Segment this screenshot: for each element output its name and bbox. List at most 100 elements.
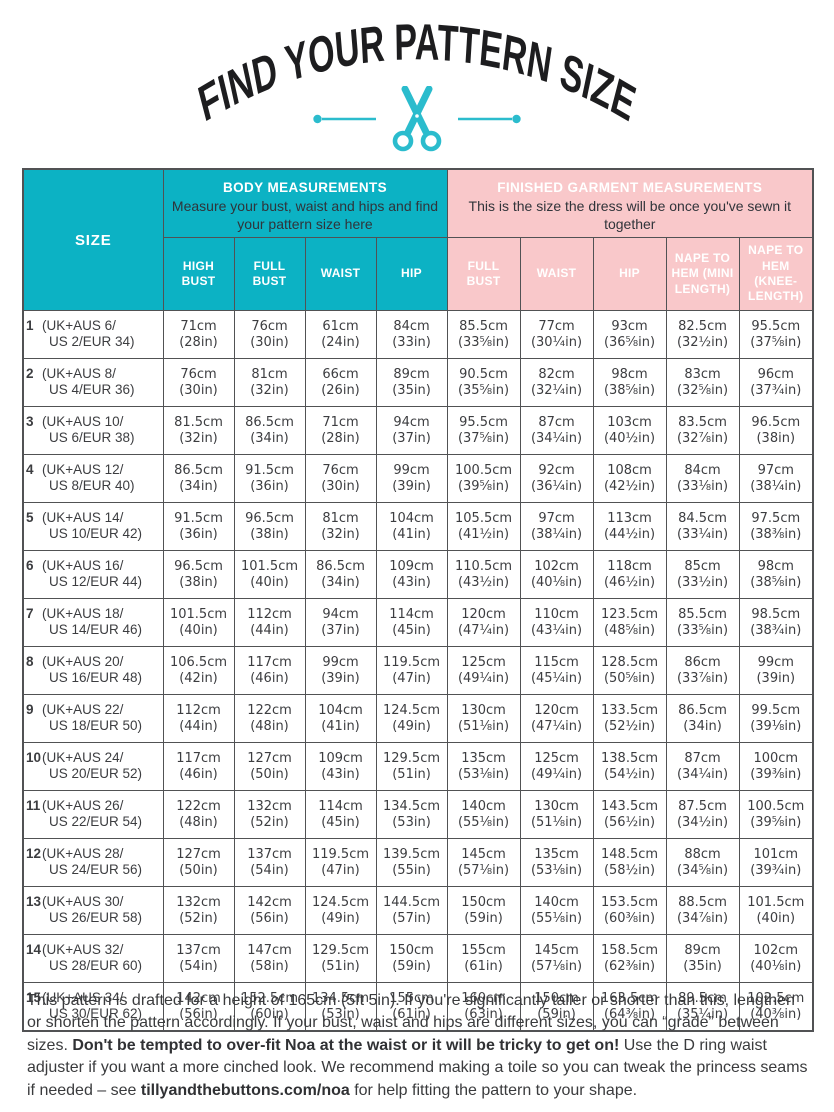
size-label-line2: US 18/EUR 50)	[49, 718, 143, 734]
measurement-cell: 87cm (34¼in)	[519, 406, 594, 455]
garment-measurements-subtitle: This is the size the dress will be once …	[468, 198, 792, 232]
value-in: (50in)	[250, 766, 289, 782]
size-label: (UK+AUS 24/US 20/EUR 52)	[42, 750, 142, 784]
value-cm: 103cm	[607, 414, 652, 430]
value-cm: 96.5cm	[245, 510, 294, 526]
measurement-cell: 112cm (44in)	[233, 598, 306, 647]
value-cm: 122cm	[247, 702, 292, 718]
measurement-cell: 101.5cm (40in)	[233, 550, 306, 599]
table-row: 13 (UK+AUS 30/US 26/EUR 58) 132cm (52in) 142…	[22, 886, 814, 935]
value-in: (51in)	[321, 958, 360, 974]
size-label-line1: (UK+AUS 30/	[42, 893, 124, 909]
value-in: (55⅛in)	[530, 910, 583, 926]
value-in: (45¼in)	[530, 670, 583, 686]
measurement-cell: 150cm (59in)	[446, 886, 521, 935]
col-header-hip: HIP	[375, 237, 448, 311]
value-cm: 124.5cm	[311, 894, 370, 910]
measurement-cell: 130cm (51⅛in)	[519, 790, 594, 839]
measurement-cell: 129.5cm (51in)	[375, 742, 448, 791]
value-cm: 86.5cm	[316, 558, 365, 574]
value-cm: 102cm	[534, 558, 579, 574]
value-in: (38¼in)	[750, 478, 802, 494]
value-in: (34in)	[683, 718, 722, 734]
size-label-line2: US 16/EUR 48)	[49, 670, 143, 686]
value-cm: 134.5cm	[311, 990, 370, 1006]
size-number: 5	[26, 509, 34, 525]
value-cm: 96.5cm	[751, 414, 801, 430]
value-cm: 101.5cm	[747, 894, 805, 910]
value-in: (38⅜in)	[750, 526, 802, 542]
measurement-cell: 135cm (53⅛in)	[519, 838, 594, 887]
value-cm: 82.5cm	[678, 318, 727, 334]
value-in: (56½in)	[603, 814, 656, 830]
value-cm: 98cm	[757, 558, 794, 574]
value-in: (38in)	[250, 526, 289, 542]
size-cell: 9 (UK+AUS 22/US 18/EUR 50)	[22, 694, 164, 743]
value-in: (32⅞in)	[676, 430, 729, 446]
size-cell: 15 (UK+AUS 34/US 30/EUR 62)	[22, 982, 164, 1032]
value-in: (45in)	[321, 814, 360, 830]
size-label: (UK+AUS 16/US 12/EUR 44)	[42, 558, 142, 592]
measurement-cell: 140cm (55⅛in)	[446, 790, 521, 839]
measurement-cell: 81cm (32in)	[233, 358, 306, 407]
measurement-cell: 81cm (32in)	[304, 502, 377, 551]
table-row: 6 (UK+AUS 16/US 12/EUR 44) 96.5cm (38in) 101…	[22, 550, 814, 599]
value-in: (50in)	[179, 862, 218, 878]
value-in: (32in)	[321, 526, 360, 542]
value-in: (28in)	[179, 334, 218, 350]
footer-text: Use the D ring waist adjuster if you wan…	[27, 1036, 808, 1099]
value-in: (35in)	[683, 958, 722, 974]
value-in: (49in)	[321, 910, 360, 926]
size-cell: 10 (UK+AUS 24/US 20/EUR 52)	[22, 742, 164, 791]
value-cm: 142cm	[176, 990, 221, 1006]
size-cell: 12 (UK+AUS 28/US 24/EUR 56)	[22, 838, 164, 887]
value-in: (33in)	[392, 334, 431, 350]
size-cell: 6 (UK+AUS 16/US 12/EUR 44)	[22, 550, 164, 599]
value-in: (36in)	[179, 526, 218, 542]
value-cm: 105.5cm	[455, 510, 513, 526]
measurement-cell: 127cm (50in)	[162, 838, 235, 887]
value-cm: 140cm	[461, 798, 506, 814]
value-in: (49¼in)	[530, 766, 583, 782]
table-row: 1 (UK+AUS 6/US 2/EUR 34) 71cm (28in) 76cm (30…	[22, 310, 814, 359]
measurement-cell: 97cm (38¼in)	[519, 502, 594, 551]
size-label-line1: (UK+AUS 14/	[42, 509, 124, 525]
value-in: (61in)	[464, 958, 503, 974]
measurement-cell: 89cm (35in)	[375, 358, 448, 407]
value-cm: 77cm	[538, 318, 575, 334]
value-in: (32¼in)	[530, 382, 583, 398]
value-cm: 99cm	[757, 654, 794, 670]
measurement-cell: 117cm (46in)	[233, 646, 306, 695]
measurement-cell: 142cm (56in)	[162, 982, 235, 1032]
size-label: (UK+AUS 10/US 6/EUR 38)	[42, 414, 135, 448]
size-number: 2	[26, 365, 34, 381]
value-in: (33¼in)	[676, 526, 729, 542]
measurement-cell: 86.5cm (34in)	[233, 406, 306, 455]
value-cm: 98cm	[611, 366, 648, 382]
table-row: 9 (UK+AUS 22/US 18/EUR 50) 112cm (44in) 122c…	[22, 694, 814, 743]
size-label-line2: US 10/EUR 42)	[49, 526, 143, 542]
value-cm: 66cm	[322, 366, 359, 382]
measurement-cell: 127cm (50in)	[233, 742, 306, 791]
measurement-cell: 98cm (38⅝in)	[592, 358, 667, 407]
measurement-cell: 76cm (30in)	[304, 454, 377, 503]
measurement-cell: 93cm (36⅝in)	[592, 310, 667, 359]
measurement-cell: 124.5cm (49in)	[304, 886, 377, 935]
value-cm: 96cm	[757, 366, 794, 382]
value-cm: 99cm	[393, 462, 430, 478]
measurement-cell: 150cm (59in)	[375, 934, 448, 983]
measurement-cell: 129.5cm (51in)	[304, 934, 377, 983]
size-label-line2: US 8/EUR 40)	[49, 478, 135, 494]
value-in: (61in)	[392, 1006, 431, 1022]
value-in: (39in)	[756, 670, 796, 686]
value-in: (58½in)	[603, 862, 656, 878]
value-in: (59in)	[537, 1006, 576, 1022]
measurement-cell: 100cm (39⅜in)	[738, 742, 814, 791]
value-cm: 148.5cm	[601, 846, 659, 862]
scissors-icon	[313, 85, 521, 152]
value-in: (28in)	[321, 430, 360, 446]
value-in: (37in)	[392, 430, 431, 446]
value-cm: 123.5cm	[601, 606, 659, 622]
measurement-cell: 132cm (52in)	[162, 886, 235, 935]
value-cm: 85cm	[684, 558, 721, 574]
